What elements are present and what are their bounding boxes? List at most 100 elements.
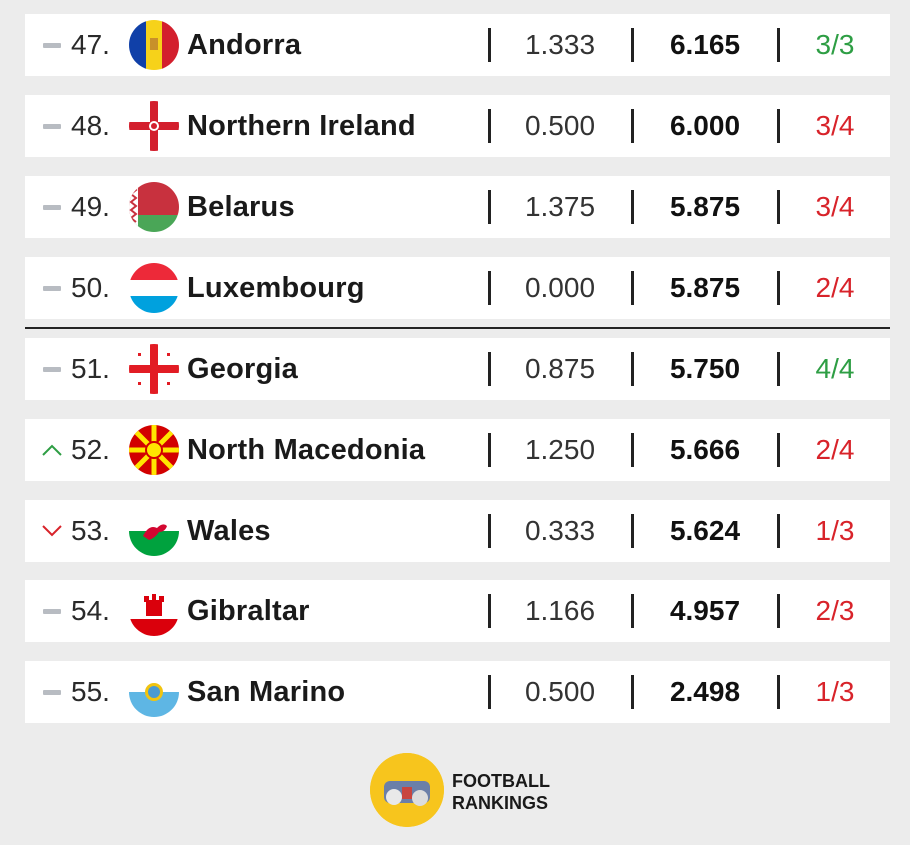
table-row: 53. Wales 0.333 5.624 1/3 [25, 500, 890, 562]
northern-ireland-flag-icon [129, 101, 179, 151]
rank-number: 54. [71, 595, 110, 626]
up-chevron-icon [42, 444, 62, 456]
column-separator [777, 109, 780, 143]
value-column-2: 6.165 [669, 29, 741, 60]
rank-number: 52. [71, 434, 110, 465]
trend-indicator [39, 273, 65, 303]
value-column-3: 1/3 [815, 676, 855, 707]
value-column-2: 4.957 [669, 595, 741, 626]
value-column-1: 1.333 [524, 29, 596, 60]
rank-number: 48. [71, 110, 110, 141]
column-separator [631, 109, 634, 143]
table-row: 55. San Marino 0.500 2.498 1/3 [25, 661, 890, 723]
column-separator [488, 514, 491, 548]
rank-number: 51. [71, 353, 110, 384]
trend-indicator [39, 596, 65, 626]
luxembourg-flag-icon [129, 263, 179, 313]
georgia-flag-icon [129, 344, 179, 394]
column-separator [488, 352, 491, 386]
column-separator [488, 675, 491, 709]
country-name: Belarus [187, 190, 295, 223]
column-separator [631, 190, 634, 224]
value-column-3: 2/3 [815, 595, 855, 626]
san-marino-flag-icon [129, 667, 179, 717]
rank-number: 47. [71, 29, 110, 60]
no-change-dash-icon [43, 608, 61, 614]
table-row: 54. Gibraltar 1.166 4.957 2/3 [25, 580, 890, 642]
belarus-flag-icon [129, 182, 179, 232]
column-separator [631, 594, 634, 628]
column-separator [488, 271, 491, 305]
value-column-1: 1.250 [524, 434, 596, 465]
logo-wordmark: FOOTBALL RANKINGS [452, 770, 550, 814]
value-column-2: 6.000 [669, 110, 741, 141]
column-separator [777, 514, 780, 548]
country-name: Wales [187, 514, 271, 547]
column-separator [631, 28, 634, 62]
trend-indicator [39, 111, 65, 141]
value-column-3: 4/4 [815, 353, 855, 384]
column-separator [631, 514, 634, 548]
column-separator [777, 271, 780, 305]
table-row: 52. North Macedonia 1.250 5.666 2/4 [25, 419, 890, 481]
table-row: 50. Luxembourg 0.000 5.875 2/4 [25, 257, 890, 319]
logo-line-1: FOOTBALL [452, 771, 550, 791]
value-column-1: 0.333 [524, 515, 596, 546]
no-change-dash-icon [43, 204, 61, 210]
value-column-3: 2/4 [815, 434, 855, 465]
table-row: 48. Northern Ireland 0.500 6.000 3/4 [25, 95, 890, 157]
wales-flag-icon [129, 506, 179, 556]
column-separator [777, 352, 780, 386]
country-name: Georgia [187, 352, 298, 385]
column-separator [777, 675, 780, 709]
value-column-3: 1/3 [815, 515, 855, 546]
column-separator [777, 28, 780, 62]
value-column-3: 3/3 [815, 29, 855, 60]
column-separator [488, 190, 491, 224]
column-separator [631, 352, 634, 386]
value-column-1: 0.500 [524, 676, 596, 707]
logo-line-2: RANKINGS [452, 793, 549, 813]
trend-indicator [39, 192, 65, 222]
no-change-dash-icon [43, 689, 61, 695]
column-separator [631, 271, 634, 305]
column-separator [777, 594, 780, 628]
column-separator [488, 594, 491, 628]
value-column-2: 2.498 [669, 676, 741, 707]
value-column-2: 5.624 [669, 515, 741, 546]
trend-indicator [39, 516, 65, 546]
value-column-1: 1.166 [524, 595, 596, 626]
no-change-dash-icon [43, 42, 61, 48]
rank-number: 49. [71, 191, 110, 222]
football-rankings-logo [370, 753, 444, 827]
gibraltar-flag-icon [129, 586, 179, 636]
no-change-dash-icon [43, 285, 61, 291]
rank-number: 53. [71, 515, 110, 546]
rank-number: 55. [71, 676, 110, 707]
country-name: Northern Ireland [187, 109, 416, 142]
country-name: San Marino [187, 675, 346, 708]
value-column-3: 3/4 [815, 191, 855, 222]
trend-indicator [39, 354, 65, 384]
country-name: North Macedonia [187, 433, 426, 466]
trend-indicator [39, 435, 65, 465]
andorra-flag-icon [129, 20, 179, 70]
value-column-1: 0.875 [524, 353, 596, 384]
trend-indicator [39, 677, 65, 707]
country-name: Luxembourg [187, 271, 365, 304]
value-column-3: 2/4 [815, 272, 855, 303]
value-column-2: 5.750 [669, 353, 741, 384]
no-change-dash-icon [43, 123, 61, 129]
column-separator [777, 433, 780, 467]
table-row: 51. Georgia 0.875 5.750 4/4 [25, 338, 890, 400]
value-column-1: 0.500 [524, 110, 596, 141]
value-column-1: 1.375 [524, 191, 596, 222]
table-divider [25, 327, 890, 329]
value-column-3: 3/4 [815, 110, 855, 141]
column-separator [631, 675, 634, 709]
value-column-2: 5.666 [669, 434, 741, 465]
trend-indicator [39, 30, 65, 60]
north-macedonia-flag-icon [129, 425, 179, 475]
column-separator [777, 190, 780, 224]
value-column-1: 0.000 [524, 272, 596, 303]
